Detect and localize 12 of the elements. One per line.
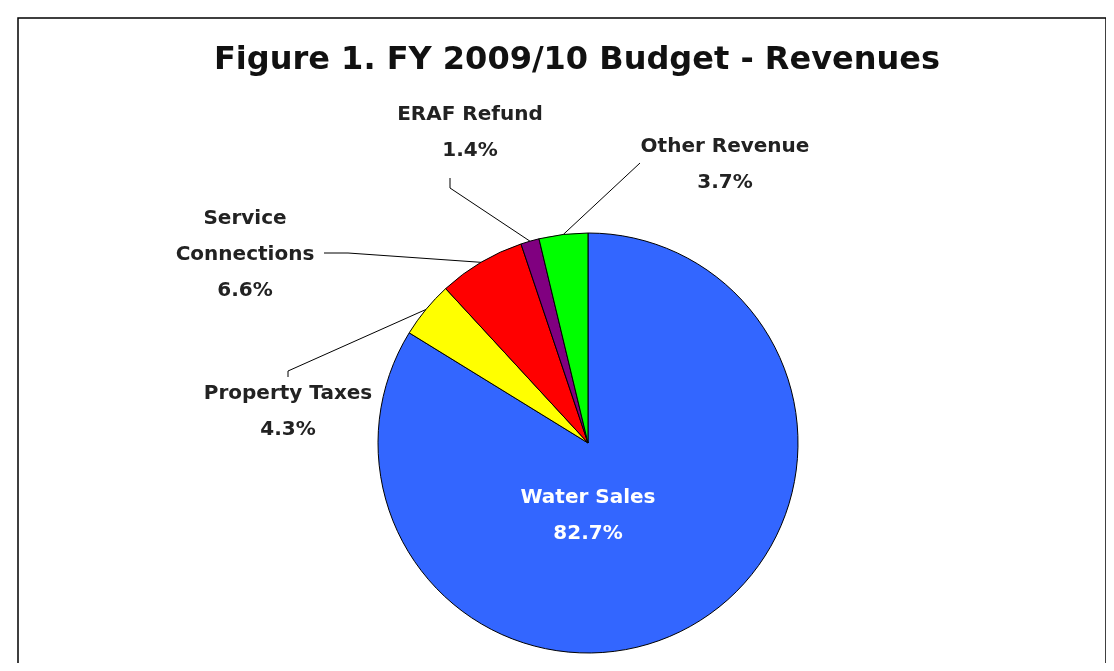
slice-label: Water Sales: [520, 483, 656, 508]
slice-label: Property Taxes: [203, 379, 373, 404]
data-label: 3.7%: [697, 168, 753, 193]
slice-label: Service Connections: [175, 204, 315, 265]
slice-label: Other Revenue: [640, 132, 810, 157]
data-label: 6.6%: [217, 276, 273, 301]
pie-slice: [377, 232, 799, 654]
slice-label: ERAF Refund: [397, 100, 543, 125]
chart-title: Figure 1. FY 2009/10 Budget - Revenues: [213, 39, 941, 77]
data-label: 4.3%: [260, 415, 316, 440]
data-label: 82.7%: [553, 519, 623, 544]
data-label: 1.4%: [442, 136, 498, 161]
